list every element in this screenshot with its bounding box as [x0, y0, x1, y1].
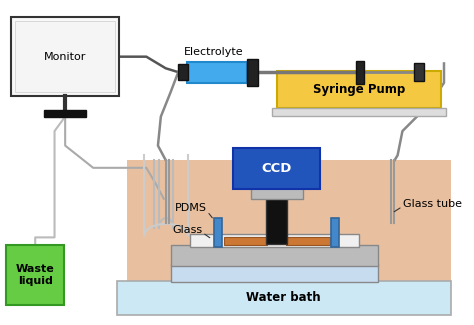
Polygon shape [127, 160, 451, 281]
Polygon shape [277, 71, 441, 108]
Polygon shape [272, 108, 446, 116]
Polygon shape [286, 237, 330, 245]
Text: Glass tube: Glass tube [403, 199, 463, 209]
Polygon shape [171, 265, 378, 282]
Polygon shape [247, 58, 258, 86]
Polygon shape [251, 187, 303, 199]
Polygon shape [356, 60, 364, 84]
Polygon shape [224, 237, 267, 245]
Polygon shape [171, 245, 378, 266]
Polygon shape [118, 281, 451, 315]
Polygon shape [178, 64, 188, 80]
Polygon shape [11, 17, 119, 96]
Text: Electrolyte: Electrolyte [184, 47, 244, 57]
Polygon shape [414, 63, 424, 81]
Text: CCD: CCD [262, 162, 292, 175]
Text: Monitor: Monitor [44, 52, 86, 62]
Text: Water bath: Water bath [246, 291, 321, 304]
Polygon shape [190, 234, 359, 247]
Text: Syringe Pump: Syringe Pump [313, 83, 405, 96]
Polygon shape [266, 194, 287, 244]
Polygon shape [15, 21, 116, 92]
Text: Waste
liquid: Waste liquid [16, 264, 55, 286]
Text: Glass: Glass [172, 225, 202, 235]
Polygon shape [331, 218, 338, 247]
Polygon shape [187, 61, 247, 83]
Polygon shape [214, 218, 222, 247]
Polygon shape [233, 149, 320, 189]
Text: PDMS: PDMS [175, 203, 207, 214]
Polygon shape [44, 110, 86, 117]
Polygon shape [6, 245, 64, 305]
